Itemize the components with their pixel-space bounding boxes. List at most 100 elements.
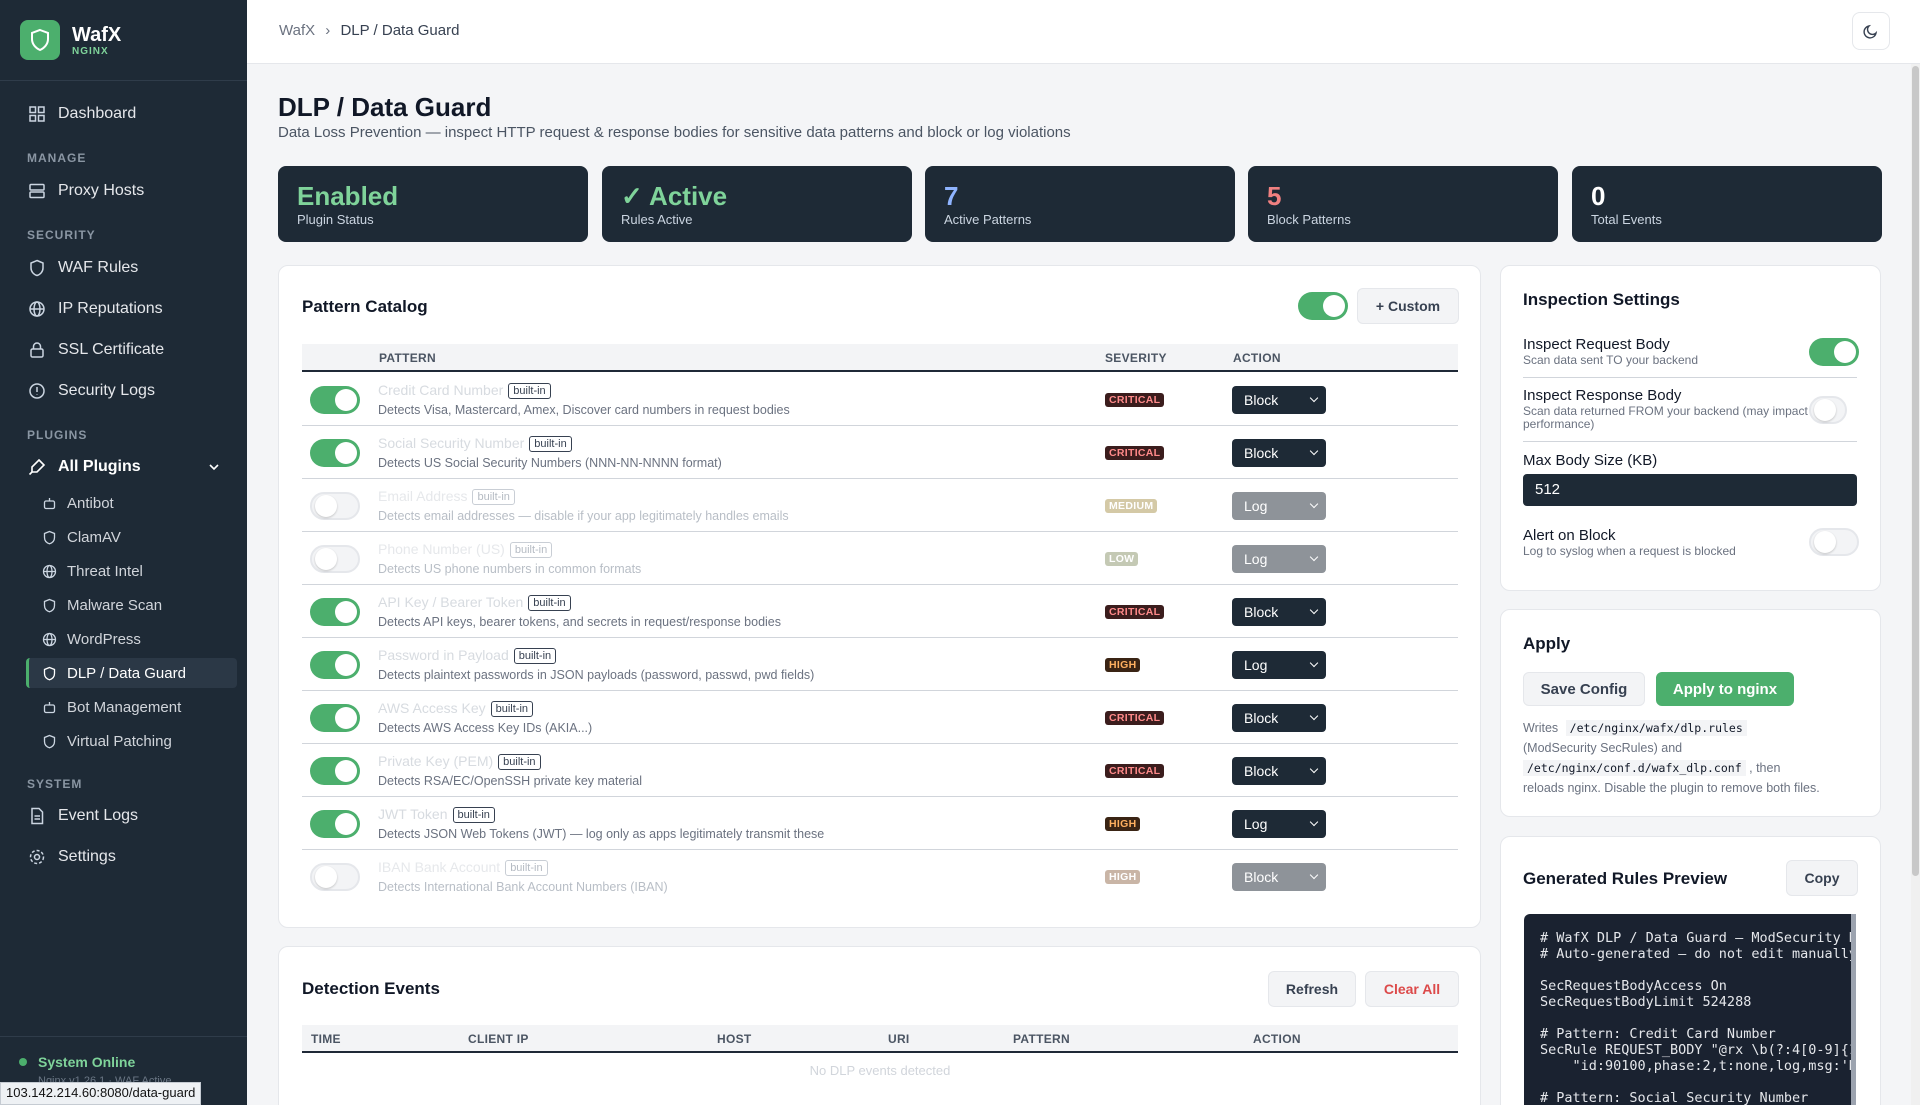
- grid-icon: [29, 106, 45, 122]
- sidebar-item-dashboard[interactable]: Dashboard: [0, 96, 237, 132]
- sidebar-item-proxy-hosts[interactable]: Proxy Hosts: [0, 173, 237, 209]
- pattern-row: Credit Card Number built-in Detects Visa,…: [302, 373, 1458, 426]
- column-header-action: ACTION: [1253, 1032, 1301, 1046]
- pattern-name: Email Address built-in: [378, 488, 515, 505]
- url-tooltip: 103.142.214.60:8080/data-guard: [0, 1082, 202, 1105]
- builtin-badge: built-in: [529, 436, 572, 452]
- alert-on-block-toggle[interactable]: [1809, 528, 1859, 556]
- max-body-size-input[interactable]: 512: [1523, 474, 1857, 506]
- inspect-request-toggle[interactable]: [1809, 338, 1859, 366]
- sidebar-plugin-label: Malware Scan: [67, 596, 163, 614]
- sidebar-plugin-label: WordPress: [67, 630, 141, 648]
- sidebar-item-all-plugins[interactable]: All Plugins: [0, 449, 237, 485]
- sidebar-item-settings[interactable]: Settings: [0, 839, 237, 875]
- sidebar-plugin-bot-management[interactable]: Bot Management: [0, 692, 247, 722]
- pattern-name: Phone Number (US) built-in: [378, 541, 553, 558]
- pattern-description: Detects plaintext passwords in JSON payl…: [378, 668, 815, 682]
- sidebar-plugin-antibot[interactable]: Antibot: [0, 488, 247, 518]
- code-scrollbar[interactable]: [1851, 914, 1856, 1105]
- sidebar-plugin-label: ClamAV: [67, 528, 121, 546]
- clear-all-button[interactable]: Clear All: [1365, 971, 1459, 1007]
- stat-total-events: 0 Total Events: [1572, 166, 1882, 242]
- pattern-enable-toggle[interactable]: [310, 651, 360, 679]
- sidebar-plugin-threat-intel[interactable]: Threat Intel: [0, 556, 247, 586]
- pattern-description: Detects API keys, bearer tokens, and sec…: [378, 615, 781, 629]
- inspection-settings-title: Inspection Settings: [1523, 290, 1680, 309]
- pattern-enable-toggle[interactable]: [310, 492, 360, 520]
- max-body-size-label: Max Body Size (KB): [1523, 452, 1658, 469]
- toggle-switch[interactable]: [1298, 292, 1348, 320]
- column-header-action: ACTION: [1233, 351, 1281, 365]
- pattern-name: Private Key (PEM) built-in: [378, 753, 541, 770]
- sidebar-item-ip-reputations[interactable]: IP Reputations: [0, 291, 237, 327]
- add-custom-pattern-button[interactable]: + Custom: [1357, 288, 1459, 324]
- pattern-enable-toggle[interactable]: [310, 704, 360, 732]
- theme-toggle-button[interactable]: [1852, 12, 1890, 50]
- sidebar-plugin-wordpress[interactable]: WordPress: [0, 624, 247, 654]
- save-config-button[interactable]: Save Config: [1523, 672, 1645, 706]
- status-dot-icon: [19, 1058, 27, 1066]
- pattern-name: Social Security Number built-in: [378, 435, 572, 452]
- pattern-description: Detects US phone numbers in common forma…: [378, 562, 642, 576]
- sidebar-plugin-clamav[interactable]: ClamAV: [0, 522, 247, 552]
- sidebar-item-event-logs[interactable]: Event Logs: [0, 798, 237, 834]
- pattern-enable-toggle[interactable]: [310, 386, 360, 414]
- column-header-client-ip: CLIENT IP: [468, 1032, 529, 1046]
- action-select[interactable]: Block: [1232, 757, 1326, 785]
- builtin-badge: built-in: [472, 489, 515, 505]
- column-header-pattern: PATTERN: [1013, 1032, 1070, 1046]
- action-select[interactable]: Block: [1232, 704, 1326, 732]
- events-empty-message: No DLP events detected: [809, 1063, 951, 1078]
- apply-card: [1500, 609, 1881, 817]
- copy-button[interactable]: Copy: [1786, 860, 1858, 896]
- severity-badge: HIGH: [1105, 870, 1141, 884]
- page-scrollbar-thumb[interactable]: [1912, 66, 1919, 876]
- pattern-name: Credit Card Number built-in: [378, 382, 551, 399]
- apply-desc-text: (ModSecurity SecRules) and: [1523, 741, 1683, 755]
- inspect-response-toggle[interactable]: [1809, 396, 1847, 424]
- sidebar-plugin-label: Virtual Patching: [67, 732, 172, 750]
- sidebar-plugin-virtual-patching[interactable]: Virtual Patching: [0, 726, 247, 756]
- action-select[interactable]: Log: [1232, 492, 1326, 520]
- chevron-down-icon: [209, 464, 219, 471]
- detection-events-title: Detection Events: [302, 979, 440, 998]
- action-select[interactable]: Block: [1232, 386, 1326, 414]
- action-select[interactable]: Log: [1232, 810, 1326, 838]
- pattern-name: JWT Token built-in: [378, 806, 495, 823]
- breadcrumb-separator: ›: [325, 22, 331, 39]
- apply-desc-text: Writes: [1523, 721, 1559, 735]
- pattern-enable-toggle[interactable]: [310, 598, 360, 626]
- inspect-request-desc: Scan data sent TO your backend: [1523, 353, 1699, 367]
- stat-label: Plugin Status: [297, 212, 374, 227]
- sidebar-plugin-dlp[interactable]: DLP / Data Guard: [26, 658, 237, 688]
- action-select[interactable]: Block: [1232, 598, 1326, 626]
- stat-rules-active: ✓ Active Rules Active: [602, 166, 912, 242]
- brand[interactable]: WafX NGINX: [0, 0, 247, 81]
- pattern-enable-toggle[interactable]: [310, 439, 360, 467]
- apply-to-nginx-button[interactable]: Apply to nginx: [1656, 672, 1794, 706]
- severity-badge: CRITICAL: [1105, 605, 1165, 619]
- refresh-button[interactable]: Refresh: [1268, 971, 1356, 1007]
- builtin-badge: built-in: [490, 701, 534, 717]
- server-icon: [29, 183, 45, 199]
- pattern-enable-toggle[interactable]: [310, 757, 360, 785]
- action-select[interactable]: Block: [1232, 439, 1326, 467]
- sidebar-plugin-malware-scan[interactable]: Malware Scan: [0, 590, 247, 620]
- pattern-enable-toggle[interactable]: [310, 545, 360, 573]
- pattern-name: IBAN Bank Account built-in: [378, 859, 548, 876]
- moon-icon: [1863, 24, 1878, 39]
- breadcrumb-root[interactable]: WafX: [279, 22, 316, 39]
- breadcrumb: WafX › DLP / Data Guard: [279, 22, 459, 39]
- catalog-master-toggle[interactable]: [1298, 292, 1348, 325]
- pattern-enable-toggle[interactable]: [310, 810, 360, 838]
- action-select[interactable]: Log: [1232, 651, 1326, 679]
- pattern-enable-toggle[interactable]: [310, 863, 360, 891]
- apply-description: Writes /etc/nginx/wafx/dlp.rules (ModSec…: [1523, 718, 1863, 798]
- action-select[interactable]: Log: [1232, 545, 1326, 573]
- rules-code-block[interactable]: # WafX DLP / Data Guard — ModSecurity Ru…: [1524, 914, 1856, 1105]
- sidebar-item-security-logs[interactable]: Security Logs: [0, 373, 237, 409]
- sidebar-item-label: IP Reputations: [58, 300, 163, 317]
- action-select[interactable]: Block: [1232, 863, 1326, 891]
- sidebar-item-ssl-certificate[interactable]: SSL Certificate: [0, 332, 237, 368]
- sidebar-item-waf-rules[interactable]: WAF Rules: [0, 250, 237, 286]
